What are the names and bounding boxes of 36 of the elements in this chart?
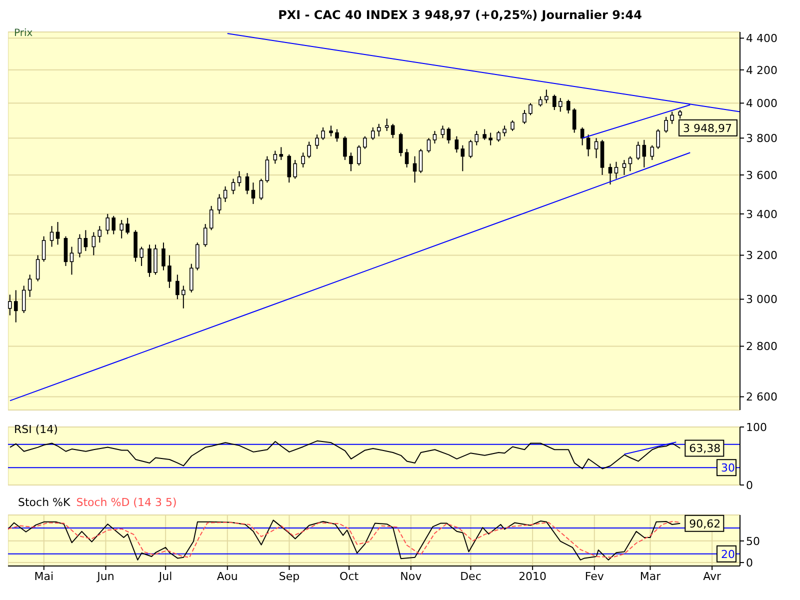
chart-title: PXI - CAC 40 INDEX 3 948,97 (+0,25%) Journalier 9:44 xyxy=(277,8,643,24)
y-tick-label: 2 800 xyxy=(746,340,778,354)
x-tick-label: Oct xyxy=(340,570,360,583)
y-tick-label: 3 400 xyxy=(746,208,778,221)
x-tick-label: Jul xyxy=(158,570,172,583)
y-tick-label: 0 xyxy=(746,556,753,570)
y-tick-label: 4 400 xyxy=(746,32,778,46)
x-tick-label: 2010 xyxy=(518,570,547,583)
x-tick-label: Avr xyxy=(703,570,722,583)
x-tick-label: Mai xyxy=(34,570,54,583)
y-tick-label: 3 800 xyxy=(746,132,778,145)
y-tick-label: 4 000 xyxy=(746,97,778,110)
x-tick-label: Dec xyxy=(460,570,482,583)
annotation: 3 948,97 xyxy=(683,122,732,135)
y-tick-label: 3 200 xyxy=(746,249,778,262)
x-tick-label: Fev xyxy=(584,570,604,583)
annotation: 63,38 xyxy=(689,442,721,456)
annotation: 90,62 xyxy=(689,517,721,530)
y-tick-label: 3 600 xyxy=(746,168,778,182)
y-tick-label: 3 000 xyxy=(746,293,778,306)
ref-line-label: 20 xyxy=(721,548,735,561)
y-tick-label: 2 600 xyxy=(746,390,778,404)
series-label: Stoch %D (14 3 5) xyxy=(76,496,177,509)
y-tick-label: 100 xyxy=(746,420,767,434)
x-tick-label: Mar xyxy=(640,570,662,583)
y-tick-label: 4 200 xyxy=(746,64,778,77)
x-tick-label: Sep xyxy=(278,570,300,583)
x-tick-label: Nov xyxy=(400,570,422,583)
y-tick-label: 0 xyxy=(746,478,753,492)
y-tick-label: 50 xyxy=(746,534,760,548)
x-tick-label: Aou xyxy=(216,570,238,583)
x-tick-label: Jun xyxy=(96,570,114,583)
ref-line-label: 30 xyxy=(721,462,735,475)
chart-title: RSI (14) xyxy=(14,423,58,436)
y-axis-title: Prix xyxy=(14,28,33,39)
series-label: Stoch %K xyxy=(18,496,70,509)
